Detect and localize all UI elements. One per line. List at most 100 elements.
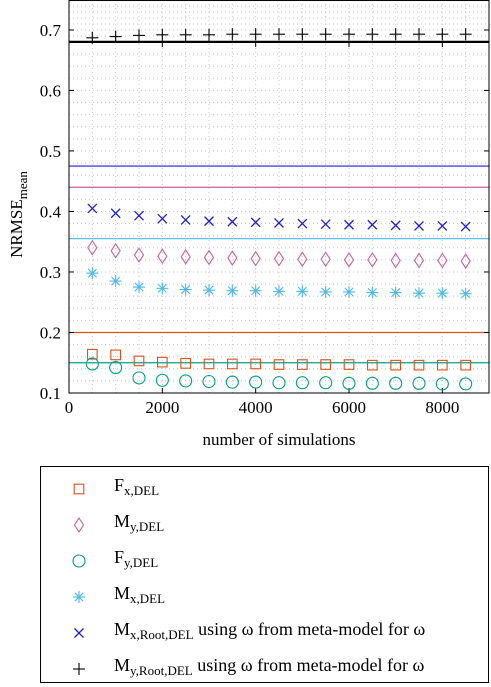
y-tick-label: 0.5 — [40, 142, 61, 161]
data-point — [227, 216, 238, 227]
legend-item: Fy,DEL — [41, 543, 488, 579]
data-point — [460, 359, 472, 371]
data-point — [459, 28, 472, 41]
data-point — [367, 251, 378, 268]
data-point — [250, 358, 262, 370]
y-tick-label: 0.1 — [40, 384, 61, 403]
data-point — [86, 348, 98, 360]
legend-label-main: M — [114, 655, 131, 675]
series-5 — [86, 28, 472, 44]
data-point — [86, 267, 99, 280]
data-point — [272, 376, 286, 390]
data-point — [273, 28, 285, 41]
data-point — [204, 216, 214, 227]
legend-item: My,Root,DEL using ω from meta-model for … — [41, 651, 488, 687]
data-point — [179, 374, 193, 388]
data-point — [320, 359, 332, 370]
data-point — [156, 282, 169, 295]
legend-label: Mx,Root,DEL using ω from meta-model for … — [114, 619, 425, 643]
y-tick-label: 0.6 — [40, 81, 61, 100]
data-point — [414, 221, 424, 231]
legend-label-main: F — [114, 475, 125, 495]
data-point — [319, 285, 332, 298]
data-point — [226, 284, 239, 297]
data-point — [157, 213, 168, 224]
data-point — [320, 219, 331, 230]
data-point — [87, 239, 98, 256]
data-point — [179, 28, 192, 41]
data-point — [249, 375, 263, 389]
legend-square-icon — [73, 483, 85, 495]
y-tick-label: 0.4 — [40, 202, 62, 221]
data-point — [459, 377, 473, 391]
data-point — [366, 286, 379, 299]
data-point — [109, 275, 122, 288]
data-point — [297, 251, 308, 268]
data-point — [367, 219, 378, 230]
legend-label-sub: y,Root,DEL — [130, 663, 193, 678]
data-point — [296, 28, 309, 41]
series-0 — [86, 348, 472, 371]
y-tick-label: 0.3 — [40, 263, 61, 282]
legend-label: Mx,DEL — [114, 583, 165, 607]
data-point — [344, 219, 354, 230]
data-point — [460, 221, 471, 232]
data-point — [273, 250, 285, 267]
data-point — [296, 285, 309, 298]
data-point — [436, 28, 449, 41]
data-point — [86, 31, 99, 44]
data-point — [295, 376, 309, 390]
data-point — [297, 218, 308, 229]
legend-label: My,DEL — [114, 511, 164, 535]
data-point — [273, 285, 285, 298]
y-tick-label: 0.7 — [40, 21, 62, 40]
data-point — [459, 287, 472, 300]
data-point — [226, 28, 239, 41]
legend: Fx,DEL My,DEL Fy,DEL Mx,DEL Mx,Root,DEL usin… — [40, 466, 489, 683]
data-point — [249, 28, 262, 41]
legend-marker — [73, 517, 85, 533]
data-point — [110, 242, 121, 259]
data-point — [413, 359, 425, 371]
grid — [69, 0, 489, 393]
legend-diamond-icon — [73, 517, 85, 533]
lower-axes-frame — [68, 41, 490, 394]
data-point — [413, 252, 425, 269]
data-point — [225, 375, 239, 389]
legend-label: Fx,DEL — [114, 475, 159, 499]
data-point — [226, 358, 238, 370]
legend-label-main: M — [114, 619, 131, 639]
nrmse-chart: 0 2000 4000 6000 8000 0.1 0.2 0.3 0.4 0.5 0.6 0.7 nu… — [7, 0, 490, 449]
data-point — [179, 283, 192, 296]
data-point — [343, 359, 355, 370]
data-point — [110, 208, 121, 219]
series-1 — [87, 239, 471, 269]
legend-x-icon — [74, 628, 84, 638]
legend-label-suffix: using ω from meta-model for ω — [193, 619, 426, 639]
legend-label-sub: x,Root,DEL — [130, 627, 194, 642]
data-point — [110, 349, 122, 361]
data-point — [109, 30, 122, 43]
data-point — [343, 285, 355, 298]
data-point — [203, 28, 215, 41]
data-point — [366, 28, 379, 41]
legend-marker — [73, 483, 85, 495]
data-point — [389, 28, 402, 41]
data-point — [250, 250, 261, 267]
data-point — [436, 287, 449, 300]
data-point — [134, 210, 144, 221]
data-point — [319, 376, 333, 390]
legend-item: Fx,DEL — [41, 471, 488, 507]
legend-label-suffix: using ω from meta-model for ω — [192, 655, 425, 675]
data-point — [180, 357, 192, 369]
legend-label-sub: x,DEL — [124, 483, 160, 498]
data-point — [436, 359, 448, 371]
data-point — [390, 220, 401, 231]
legend-item: My,DEL — [41, 507, 488, 543]
data-point — [133, 281, 145, 294]
legend-label-main: M — [114, 583, 131, 603]
x-axis-label: number of simulations — [203, 430, 356, 449]
data-point — [155, 373, 169, 387]
legend-marker — [73, 663, 85, 675]
series-2 — [85, 357, 473, 391]
